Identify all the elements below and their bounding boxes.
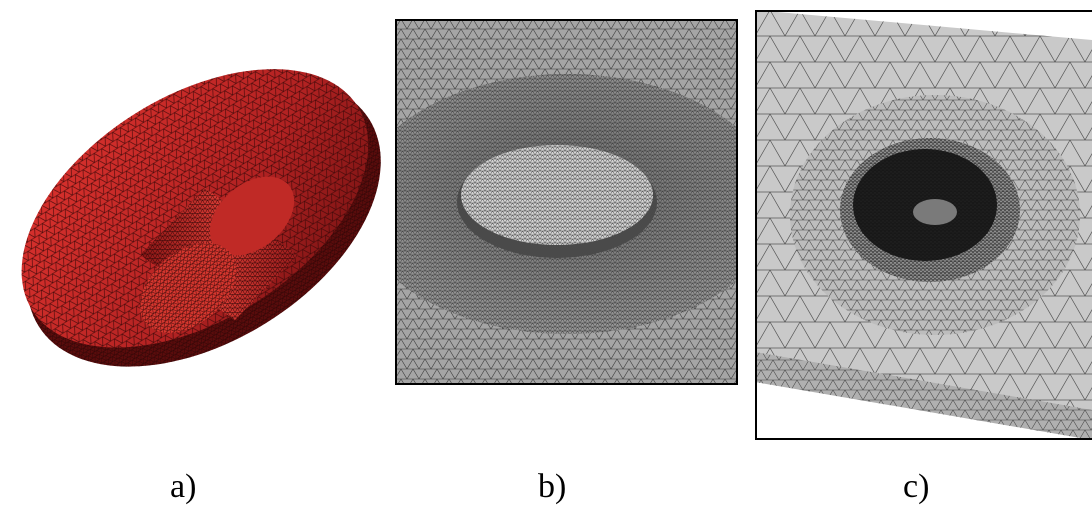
caption-b: b) (538, 468, 567, 505)
panel-b-grey-mesh-recess (395, 19, 738, 385)
flanged-cylinder-mesh (21, 69, 381, 367)
block-mesh (755, 10, 1092, 440)
panel-a-red-mesh-part (0, 20, 392, 375)
caption-a: a) (170, 468, 197, 505)
panel-c-block-mesh-refinement (755, 10, 1092, 440)
recess-mesh (395, 19, 738, 385)
caption-c: c) (903, 468, 930, 505)
